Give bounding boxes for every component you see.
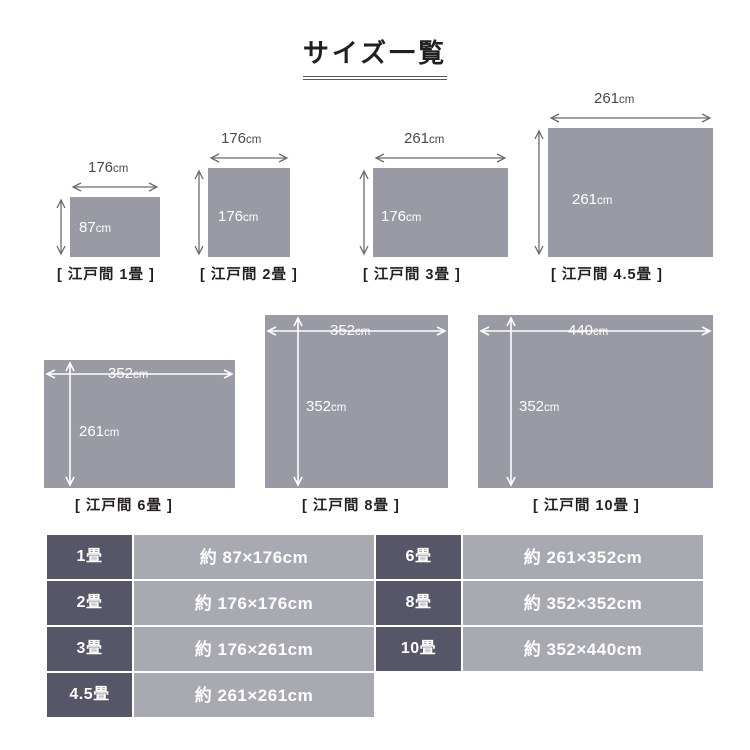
caption-3jo: [ 江戸間 3畳 ] [363,267,461,283]
table-cell-name-a: 2畳 [47,581,132,625]
height-arrow-4-5jo [534,129,544,256]
caption-1jo: [ 江戸間 1畳 ] [57,267,155,283]
height-arrow-2jo [194,169,204,256]
height-arrow-10jo [506,316,516,487]
table-row: 3畳 約 176×261cm 10畳 約 352×440cm [47,627,703,671]
height-label-4-5jo: 261cm [572,191,613,208]
width-label-8jo: 352cm [330,322,371,339]
height-arrow-1jo [56,198,66,256]
width-arrow-2jo [209,153,289,163]
caption-6jo: [ 江戸間 6畳 ] [75,498,173,514]
caption-8jo: [ 江戸間 8畳 ] [302,498,400,514]
tatami-box-1jo [70,197,160,257]
width-label-2jo: 176cm [221,130,262,147]
height-arrow-8jo [293,316,303,487]
page-title: サイズ一覧 [302,33,448,80]
height-label-3jo: 176cm [381,208,422,225]
height-label-2jo: 176cm [218,208,259,225]
table-cell-name-b: 6畳 [376,535,461,579]
height-label-10jo: 352cm [519,398,560,415]
width-label-3jo: 261cm [404,130,445,147]
caption-2jo: [ 江戸間 2畳 ] [200,267,298,283]
width-label-4-5jo: 261cm [594,90,635,107]
tatami-box-10jo [478,315,713,488]
table-cell-size-a: 約 176×176cm [134,581,374,625]
height-label-8jo: 352cm [306,398,347,415]
height-label-6jo: 261cm [79,423,120,440]
height-arrow-3jo [359,169,369,256]
caption-4-5jo: [ 江戸間 4.5畳 ] [551,267,663,283]
table-cell-empty [376,673,461,717]
table-row: 1畳 約 87×176cm 6畳 約 261×352cm [47,535,703,579]
width-arrow-10jo [479,326,712,336]
width-arrow-3jo [374,153,507,163]
tatami-box-8jo [265,315,448,488]
height-arrow-6jo [65,361,75,487]
height-label-1jo: 87cm [79,219,112,236]
width-arrow-4-5jo [549,113,712,123]
width-label-6jo: 352cm [108,365,149,382]
width-label-1jo: 176cm [88,159,129,176]
table-cell-size-b: 約 261×352cm [463,535,703,579]
table-cell-name-a: 3畳 [47,627,132,671]
width-label-10jo: 440cm [568,322,609,339]
table-cell-size-a: 約 87×176cm [134,535,374,579]
table-cell-name-a: 4.5畳 [47,673,132,717]
table-cell-size-a: 約 261×261cm [134,673,374,717]
table-cell-size-b: 約 352×352cm [463,581,703,625]
table-cell-size-a: 約 176×261cm [134,627,374,671]
table-cell-size-b: 約 352×440cm [463,627,703,671]
table-cell-name-b: 10畳 [376,627,461,671]
size-table: 1畳 約 87×176cm 6畳 約 261×352cm 2畳 約 176×17… [45,533,705,719]
tatami-box-2jo [208,168,290,257]
table-cell-empty [463,673,703,717]
caption-10jo: [ 江戸間 10畳 ] [533,498,640,514]
table-row: 4.5畳 約 261×261cm [47,673,703,717]
width-arrow-1jo [71,182,159,192]
tatami-box-6jo [44,360,235,488]
table-row: 2畳 約 176×176cm 8畳 約 352×352cm [47,581,703,625]
tatami-box-3jo [373,168,508,257]
table-cell-name-b: 8畳 [376,581,461,625]
table-cell-name-a: 1畳 [47,535,132,579]
page-title-wrapper: サイズ一覧 [0,33,750,80]
tatami-box-4-5jo [548,128,713,257]
width-arrow-6jo [45,369,234,379]
